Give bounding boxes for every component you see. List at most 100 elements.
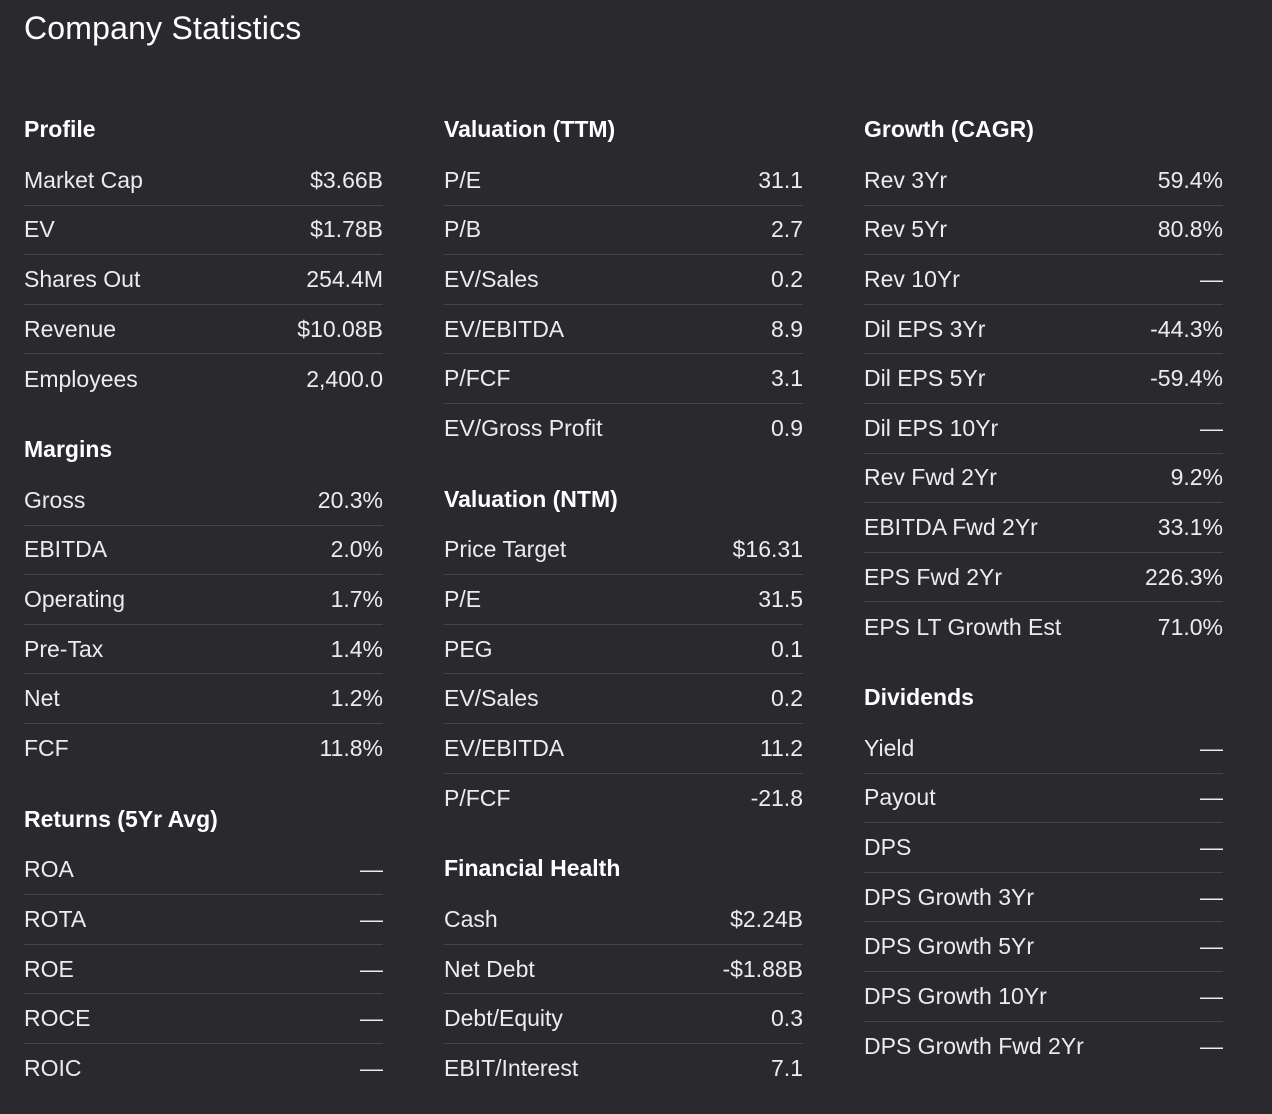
- stat-value: 2,400.0: [306, 365, 383, 392]
- stat-row-dps-growth-3yr: DPS Growth 3Yr —: [864, 873, 1223, 923]
- stat-value: 33.1%: [1157, 513, 1223, 540]
- stat-row-operating: Operating 1.7%: [24, 575, 383, 625]
- stat-label: Dil EPS 3Yr: [864, 315, 986, 342]
- stat-value: 0.1: [771, 635, 803, 662]
- stat-value: $3.66B: [310, 166, 383, 193]
- stat-row-ev-ebitda: EV/EBITDA 11.2: [444, 724, 803, 774]
- section-title: Growth (CAGR): [864, 116, 1034, 142]
- stat-value: —: [1200, 1032, 1223, 1059]
- section-title: Profile: [24, 116, 96, 142]
- stat-label: P/B: [444, 216, 482, 243]
- stat-value: 0.3: [771, 1005, 803, 1032]
- stat-label: EV/Gross Profit: [444, 415, 603, 442]
- stat-label: ROA: [24, 856, 74, 883]
- stat-value: $2.24B: [730, 905, 803, 932]
- stat-value: 8.9: [771, 315, 803, 342]
- stat-label: PEG: [444, 635, 493, 662]
- stat-value: —: [1200, 883, 1223, 910]
- stat-label: ROTA: [24, 905, 87, 932]
- stat-row-p-fcf: P/FCF -21.8: [444, 774, 803, 824]
- stat-value: $16.31: [732, 536, 803, 563]
- section-dividends: Dividends Yield — Payout — DPS — DPS Growth 3Yr…: [864, 672, 1223, 1071]
- section-title: Returns (5Yr Avg): [24, 805, 218, 832]
- stat-label: Gross: [24, 486, 86, 513]
- stat-label: Rev 10Yr: [864, 265, 960, 292]
- stat-value: 226.3%: [1144, 563, 1223, 590]
- stat-row-rev-fwd-2yr: Rev Fwd 2Yr 9.2%: [864, 454, 1223, 504]
- stat-row-revenue: Revenue $10.08B: [24, 305, 383, 355]
- stat-label: EV/Sales: [444, 265, 539, 292]
- stat-row-dps-growth-5yr: DPS Growth 5Yr —: [864, 922, 1223, 972]
- stat-value: 11.2: [759, 734, 803, 761]
- stat-value: —: [360, 856, 383, 883]
- stats-column-1: Profile Market Cap $3.66B EV $1.78B Shares Ou…: [24, 104, 383, 1114]
- stat-value: 3.1: [771, 365, 803, 392]
- stat-value: 80.8%: [1157, 216, 1223, 243]
- stat-label: Price Target: [444, 536, 567, 563]
- stat-label: DPS: [864, 833, 912, 860]
- stat-value: —: [1200, 982, 1223, 1009]
- stat-label: DPS Growth 5Yr: [864, 933, 1034, 960]
- stat-label: FCF: [24, 735, 69, 762]
- stat-row-payout: Payout —: [864, 774, 1223, 824]
- stat-row-dps: DPS —: [864, 823, 1223, 873]
- stat-label: Pre-Tax: [24, 635, 104, 662]
- stat-label: P/FCF: [444, 784, 511, 811]
- stat-label: Shares Out: [24, 265, 141, 292]
- stat-value: 0.2: [771, 685, 803, 712]
- stat-row-dil-eps-10yr: Dil EPS 10Yr —: [864, 404, 1223, 454]
- stat-row-ebitda: EBITDA 2.0%: [24, 526, 383, 576]
- stat-label: EV/Sales: [444, 685, 539, 712]
- stat-row-p-b: P/B 2.7: [444, 206, 803, 256]
- stat-label: EBITDA Fwd 2Yr: [864, 513, 1038, 540]
- section-returns-5yr-avg: Returns (5Yr Avg) ROA — ROTA — ROE — ROCE — ROIC —: [24, 794, 383, 1094]
- stat-label: Yield: [864, 734, 915, 761]
- section-title: Financial Health: [444, 855, 621, 882]
- stat-label: DPS Growth Fwd 2Yr: [864, 1032, 1084, 1059]
- stat-row-ev-gross-profit: EV/Gross Profit 0.9: [444, 404, 803, 454]
- section-title: Margins: [24, 435, 113, 462]
- stat-value: —: [360, 955, 383, 982]
- stat-value: —: [360, 905, 383, 932]
- stat-row-debt-equity: Debt/Equity 0.3: [444, 994, 803, 1044]
- stat-value: -44.3%: [1150, 315, 1223, 342]
- stat-label: Cash: [444, 905, 498, 932]
- stat-value: -59.4%: [1150, 365, 1223, 392]
- stat-row-price-target: Price Target $16.31: [444, 526, 803, 576]
- section-margins: Margins Gross 20.3% EBITDA 2.0% Operating 1.7%…: [24, 424, 383, 774]
- stat-row-gross: Gross 20.3%: [24, 476, 383, 526]
- stat-row-roe: ROE —: [24, 945, 383, 995]
- stat-label: EV/EBITDA: [444, 734, 565, 761]
- stat-value: —: [1200, 784, 1223, 811]
- stat-value: 2.0%: [330, 536, 383, 563]
- stat-row-employees: Employees 2,400.0: [24, 354, 383, 404]
- stat-label: EBIT/Interest: [444, 1055, 579, 1082]
- stat-row-shares-out: Shares Out 254.4M: [24, 255, 383, 305]
- stat-value: 31.5: [758, 585, 803, 612]
- stat-value: —: [1200, 833, 1223, 860]
- stat-row-net-debt: Net Debt -$1.88B: [444, 945, 803, 995]
- stat-label: Rev 3Yr: [864, 166, 948, 193]
- stat-row-pre-tax: Pre-Tax 1.4%: [24, 625, 383, 675]
- section-growth-cagr: Growth (CAGR) Rev 3Yr 59.4% Rev 5Yr 80.8% Rev…: [864, 104, 1223, 652]
- stats-column-2: Valuation (TTM) P/E 31.1 P/B 2.7 EV/Sales 0.2 E…: [444, 104, 803, 1114]
- stat-row-dps-growth-10yr: DPS Growth 10Yr —: [864, 972, 1223, 1022]
- stat-label: Market Cap: [24, 166, 143, 193]
- stat-value: 71.0%: [1157, 613, 1223, 640]
- stat-value: $1.78B: [310, 216, 383, 243]
- stat-row-ebit-interest: EBIT/Interest 7.1: [444, 1044, 803, 1094]
- stat-label: ROE: [24, 955, 74, 982]
- section-title: Valuation (TTM): [444, 116, 616, 142]
- section-financial-health: Financial Health Cash $2.24B Net Debt -$1.88…: [444, 843, 803, 1093]
- stat-label: EPS Fwd 2Yr: [864, 563, 1003, 590]
- stat-label: EV: [24, 216, 55, 243]
- stat-value: -$1.88B: [722, 955, 803, 982]
- stat-value: 59.4%: [1157, 166, 1223, 193]
- section-valuation-ttm: Valuation (TTM) P/E 31.1 P/B 2.7 EV/Sales 0.2 E…: [444, 104, 803, 454]
- stat-row-cash: Cash $2.24B: [444, 895, 803, 945]
- stat-row-roce: ROCE —: [24, 994, 383, 1044]
- stat-label: Debt/Equity: [444, 1005, 563, 1032]
- stat-label: Rev 5Yr: [864, 216, 948, 243]
- stat-row-eps-lt-growth-est: EPS LT Growth Est 71.0%: [864, 602, 1223, 652]
- stat-value: 7.1: [771, 1055, 803, 1082]
